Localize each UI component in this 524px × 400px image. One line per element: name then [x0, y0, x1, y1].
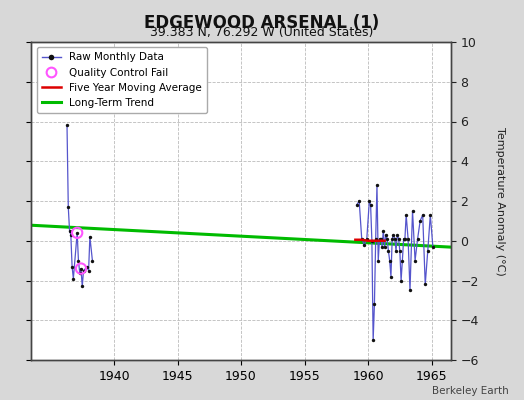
- Point: [355, 198, 363, 204]
- Point: [399, 236, 408, 242]
- Point: [360, 242, 368, 248]
- Point: [392, 248, 400, 254]
- Point: [373, 182, 381, 188]
- Point: [363, 236, 371, 242]
- Text: Berkeley Earth: Berkeley Earth: [432, 386, 508, 396]
- Point: [421, 281, 430, 288]
- Point: [74, 258, 83, 264]
- Point: [386, 258, 394, 264]
- Point: [79, 267, 88, 274]
- Point: [398, 258, 407, 264]
- Point: [377, 236, 385, 242]
- Point: [390, 236, 399, 242]
- Point: [370, 301, 379, 308]
- Point: [84, 267, 93, 274]
- Point: [380, 244, 389, 250]
- Point: [389, 232, 398, 238]
- Point: [66, 228, 74, 234]
- Point: [381, 232, 390, 238]
- Point: [374, 258, 383, 264]
- Point: [369, 337, 377, 343]
- Point: [73, 230, 81, 236]
- Point: [384, 248, 392, 254]
- Point: [67, 232, 75, 238]
- Point: [379, 228, 388, 234]
- Point: [402, 212, 410, 218]
- Point: [68, 263, 77, 270]
- Point: [416, 218, 424, 224]
- Point: [366, 202, 375, 208]
- Point: [77, 265, 85, 272]
- Point: [88, 258, 96, 264]
- Point: [395, 236, 403, 242]
- Point: [73, 230, 81, 236]
- Point: [77, 265, 85, 272]
- Point: [69, 275, 78, 282]
- Point: [396, 248, 404, 254]
- Point: [397, 277, 405, 284]
- Point: [86, 234, 94, 240]
- Point: [78, 283, 86, 290]
- Point: [411, 258, 419, 264]
- Point: [413, 236, 422, 242]
- Point: [63, 122, 71, 129]
- Text: EDGEWOOD ARSENAL (1): EDGEWOOD ARSENAL (1): [145, 14, 379, 32]
- Text: 39.383 N, 76.292 W (United States): 39.383 N, 76.292 W (United States): [150, 26, 374, 39]
- Point: [401, 236, 409, 242]
- Point: [408, 208, 417, 214]
- Point: [357, 236, 366, 242]
- Y-axis label: Temperature Anomaly (°C): Temperature Anomaly (°C): [495, 127, 506, 275]
- Point: [387, 273, 395, 280]
- Point: [353, 202, 361, 208]
- Point: [375, 236, 384, 242]
- Point: [378, 244, 386, 250]
- Point: [75, 269, 84, 276]
- Point: [429, 244, 437, 250]
- Point: [383, 236, 391, 242]
- Point: [372, 236, 380, 242]
- Point: [426, 212, 434, 218]
- Legend: Raw Monthly Data, Quality Control Fail, Five Year Moving Average, Long-Term Tren: Raw Monthly Data, Quality Control Fail, …: [37, 47, 207, 113]
- Point: [404, 236, 412, 242]
- Point: [83, 263, 92, 270]
- Point: [419, 212, 427, 218]
- Point: [64, 204, 72, 210]
- Point: [388, 236, 396, 242]
- Point: [365, 198, 374, 204]
- Point: [423, 248, 432, 254]
- Point: [406, 287, 414, 294]
- Point: [368, 238, 376, 244]
- Point: [393, 232, 401, 238]
